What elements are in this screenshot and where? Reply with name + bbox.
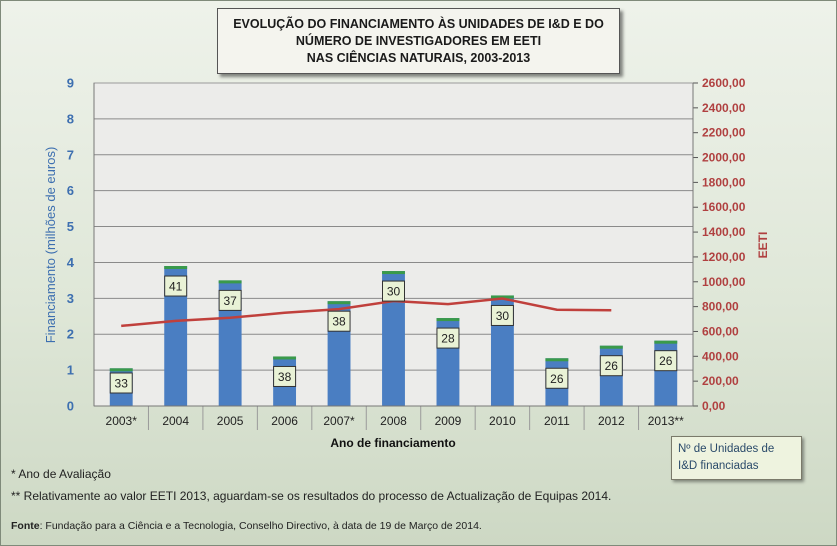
- title-line-1: EVOLUÇÃO DO FINANCIAMENTO ÀS UNIDADES DE…: [233, 16, 604, 31]
- y2-axis-title: EETI: [756, 232, 770, 259]
- y-tick-label: 7: [67, 147, 74, 162]
- note-evaluation-year: * Ano de Avaliação: [11, 467, 111, 481]
- y2-tick-label: 2400,00: [702, 101, 746, 115]
- legend-line-1: Nº de Unidades de: [678, 443, 775, 455]
- bar-top-cap: [599, 345, 623, 349]
- bar: [164, 266, 188, 406]
- y-tick-label: 2: [67, 327, 74, 342]
- bar-top-cap: [164, 266, 188, 270]
- source-text: : Fundação para a Ciência e a Tecnologia…: [39, 520, 482, 532]
- y2-tick-label: 1800,00: [702, 175, 746, 189]
- y-tick-label: 9: [67, 76, 74, 91]
- y2-tick-label: 400,00: [702, 349, 739, 363]
- unit-count-label-box: [490, 304, 514, 326]
- unit-count-label-box: [599, 355, 623, 377]
- unit-count-label: 26: [550, 372, 564, 386]
- y2-tick-label: 800,00: [702, 300, 739, 314]
- unit-count-label: 38: [332, 315, 346, 329]
- x-tick-label: 2003*: [106, 414, 138, 428]
- bar: [382, 271, 405, 406]
- unit-count-label: 33: [115, 377, 129, 391]
- unit-count-label: 30: [496, 309, 510, 323]
- y2-tick-label: 2200,00: [702, 126, 746, 140]
- bar-top-cap: [436, 318, 460, 322]
- bar-top-cap: [382, 271, 405, 275]
- unit-count-labels: 33 41 37 38 38 30 28 30 26 26 26: [109, 275, 678, 394]
- title-line-2: NÚMERO DE INVESTIGADORES EM EETI: [295, 33, 542, 48]
- y-tick-label: 0: [67, 399, 74, 414]
- y-axis-title: Financiamento (milhões de euros): [43, 147, 58, 344]
- y-tick-label: 3: [67, 291, 74, 306]
- bar-top-cap: [545, 358, 569, 362]
- y-tick-label: 4: [67, 255, 75, 270]
- y2-tick-label: 200,00: [702, 374, 739, 388]
- bar: [218, 280, 242, 406]
- source-label: Fonte: [11, 520, 40, 532]
- y-tick-label: 1: [67, 363, 74, 378]
- eeti-line: [121, 297, 612, 328]
- y2-tick-label: 2600,00: [702, 76, 746, 90]
- y-tick-label: 5: [67, 219, 74, 234]
- note-eeti-2013: ** Relativamente ao valor EETI 2013, agu…: [11, 489, 612, 503]
- x-tick-label: 2005: [217, 414, 244, 428]
- eeti-line-series: [121, 297, 612, 328]
- x-tick-label: 2006: [271, 414, 298, 428]
- unit-count-label-box: [545, 367, 569, 389]
- y-tick-label: 6: [67, 183, 74, 198]
- bar-top-cap: [218, 280, 242, 284]
- unit-count-label: 26: [659, 354, 673, 368]
- x-tick-label: 2011: [544, 414, 570, 428]
- bar-top-cap: [109, 368, 133, 372]
- axes: 0 1 2 3 4 5 6 7 8 9 0,00 200,00 400,00 600,00 800,00 10…: [67, 76, 746, 430]
- unit-count-label-box: [109, 372, 133, 394]
- title-line-3: NAS CIÊNCIAS NATURAIS, 2003-2013: [306, 50, 531, 65]
- y2-tick-label: 0,00: [702, 399, 726, 413]
- legend-line-2: I&D financiadas: [678, 460, 759, 472]
- unit-count-label: 41: [169, 280, 183, 294]
- x-tick-label: 2007*: [323, 414, 355, 428]
- bar-top-cap: [327, 301, 351, 305]
- chart-title: EVOLUÇÃO DO FINANCIAMENTO ÀS UNIDADES DE…: [217, 8, 620, 74]
- y2-tick-label: 2000,00: [702, 151, 746, 165]
- x-tick-label: 2013**: [648, 414, 684, 428]
- x-tick-label: 2004: [162, 414, 189, 428]
- unit-count-label-box: [218, 289, 242, 311]
- unit-count-label: 28: [441, 332, 455, 346]
- bar-top-cap: [273, 356, 297, 360]
- source-note: Fonte: Fundação para a Ciência e a Tecno…: [11, 520, 482, 532]
- unit-count-label-box: [164, 275, 188, 297]
- unit-count-label: 38: [278, 370, 292, 384]
- grid-lines: [94, 118, 693, 371]
- unit-count-label-box: [327, 310, 351, 332]
- bar-top-cap: [654, 340, 678, 344]
- x-tick-label: 2012: [598, 414, 625, 428]
- legend-box: Nº de Unidades de I&D financiadas: [671, 436, 802, 480]
- x-tick-label: 2009: [435, 414, 462, 428]
- y-tick-label: 8: [67, 111, 74, 126]
- y2-tick-label: 600,00: [702, 324, 739, 338]
- y2-tick-label: 1200,00: [702, 250, 746, 264]
- unit-count-label-box: [436, 327, 460, 349]
- y2-tick-label: 1400,00: [702, 225, 746, 239]
- unit-count-label-box: [654, 350, 678, 372]
- unit-count-label: 37: [223, 294, 237, 308]
- y2-tick-label: 1600,00: [702, 200, 746, 214]
- unit-count-label: 30: [387, 285, 401, 299]
- bar-top-cap: [490, 295, 514, 299]
- x-tick-label: 2008: [380, 414, 407, 428]
- x-tick-label: 2010: [489, 414, 516, 428]
- y2-tick-label: 1000,00: [702, 275, 746, 289]
- unit-count-label-box: [273, 365, 297, 387]
- unit-count-label-box: [382, 280, 405, 302]
- x-axis-title: Ano de financiamento: [330, 436, 455, 450]
- unit-count-label: 26: [605, 359, 619, 373]
